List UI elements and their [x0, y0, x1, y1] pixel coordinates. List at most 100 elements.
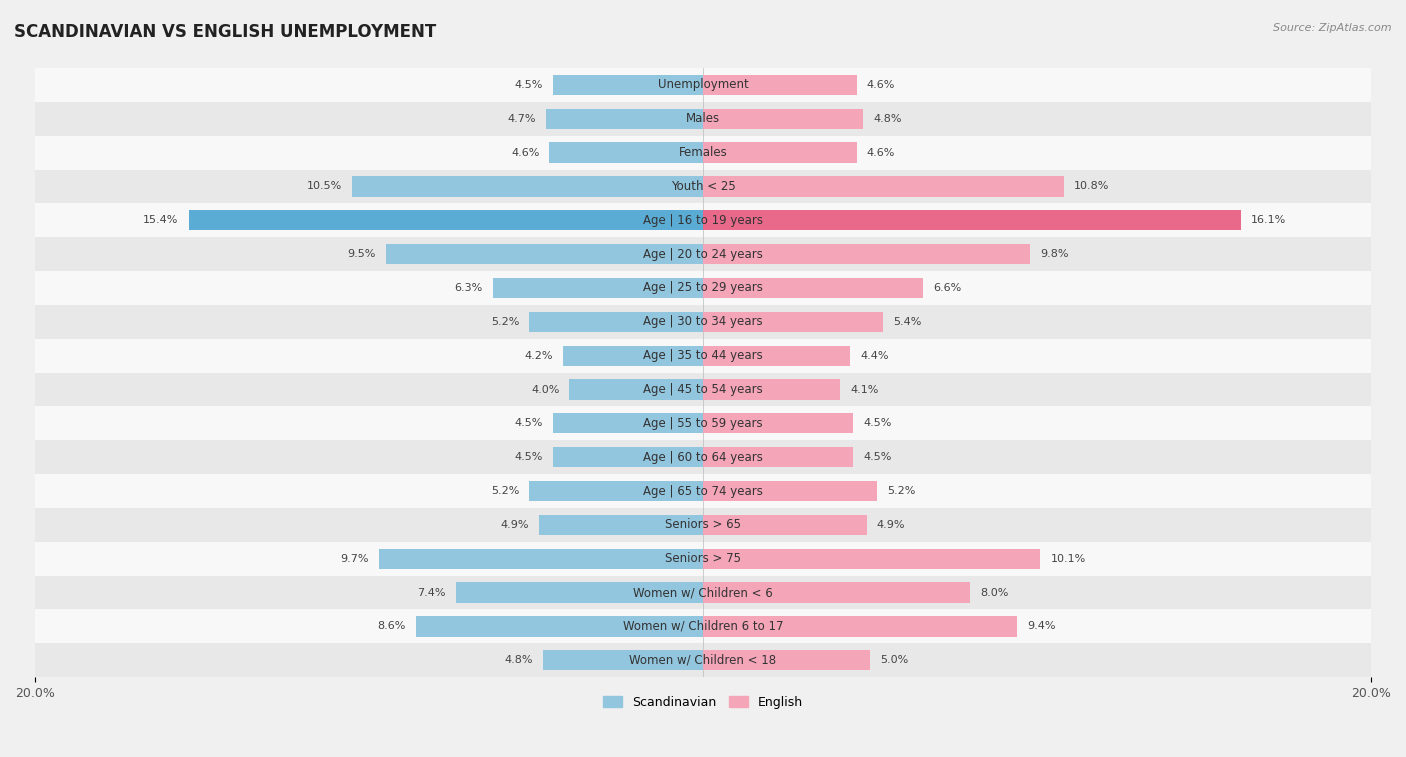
Text: 9.5%: 9.5%	[347, 249, 375, 259]
Text: 5.2%: 5.2%	[887, 486, 915, 496]
Text: Age | 60 to 64 years: Age | 60 to 64 years	[643, 450, 763, 464]
Text: 4.0%: 4.0%	[531, 385, 560, 394]
Bar	[540, 515, 703, 535]
Bar	[35, 441, 1371, 474]
Bar	[703, 549, 1040, 569]
Text: Seniors > 75: Seniors > 75	[665, 552, 741, 565]
Bar	[703, 312, 883, 332]
Bar	[703, 176, 1064, 197]
Bar	[35, 474, 1371, 508]
Text: 6.3%: 6.3%	[454, 283, 482, 293]
Bar	[188, 210, 703, 230]
Bar	[456, 582, 703, 603]
Text: 15.4%: 15.4%	[143, 215, 179, 226]
Text: 4.6%: 4.6%	[510, 148, 540, 157]
Text: 8.0%: 8.0%	[980, 587, 1008, 597]
Text: 5.4%: 5.4%	[893, 317, 922, 327]
Bar	[35, 542, 1371, 575]
Bar	[703, 413, 853, 434]
Text: 9.7%: 9.7%	[340, 553, 368, 564]
Text: 4.5%: 4.5%	[515, 419, 543, 428]
Bar	[35, 136, 1371, 170]
Bar	[35, 68, 1371, 102]
Text: SCANDINAVIAN VS ENGLISH UNEMPLOYMENT: SCANDINAVIAN VS ENGLISH UNEMPLOYMENT	[14, 23, 436, 41]
Bar	[35, 237, 1371, 271]
Bar	[380, 549, 703, 569]
Text: 4.5%: 4.5%	[515, 452, 543, 463]
Text: Females: Females	[679, 146, 727, 159]
Bar	[529, 312, 703, 332]
Legend: Scandinavian, English: Scandinavian, English	[599, 690, 807, 714]
Bar	[703, 515, 866, 535]
Bar	[492, 278, 703, 298]
Text: Women w/ Children 6 to 17: Women w/ Children 6 to 17	[623, 620, 783, 633]
Text: 4.8%: 4.8%	[505, 656, 533, 665]
Bar	[703, 142, 856, 163]
Bar	[703, 244, 1031, 264]
Text: Age | 20 to 24 years: Age | 20 to 24 years	[643, 248, 763, 260]
Bar	[703, 582, 970, 603]
Bar	[553, 75, 703, 95]
Bar	[35, 204, 1371, 237]
Bar	[35, 305, 1371, 338]
Bar	[353, 176, 703, 197]
Bar	[703, 447, 853, 467]
Text: Age | 65 to 74 years: Age | 65 to 74 years	[643, 484, 763, 497]
Text: 4.5%: 4.5%	[863, 419, 891, 428]
Bar	[703, 75, 856, 95]
Text: 10.8%: 10.8%	[1074, 182, 1109, 192]
Text: Age | 45 to 54 years: Age | 45 to 54 years	[643, 383, 763, 396]
Text: 4.5%: 4.5%	[863, 452, 891, 463]
Text: 4.1%: 4.1%	[851, 385, 879, 394]
Text: Age | 16 to 19 years: Age | 16 to 19 years	[643, 213, 763, 227]
Bar	[703, 108, 863, 129]
Text: 4.7%: 4.7%	[508, 114, 536, 123]
Bar	[543, 650, 703, 671]
Text: 6.6%: 6.6%	[934, 283, 962, 293]
Text: 4.2%: 4.2%	[524, 350, 553, 360]
Bar	[703, 345, 851, 366]
Text: 4.8%: 4.8%	[873, 114, 901, 123]
Text: 4.9%: 4.9%	[501, 520, 529, 530]
Text: 4.4%: 4.4%	[860, 350, 889, 360]
Bar	[703, 650, 870, 671]
Text: Males: Males	[686, 112, 720, 125]
Bar	[35, 170, 1371, 204]
Text: Source: ZipAtlas.com: Source: ZipAtlas.com	[1274, 23, 1392, 33]
Bar	[35, 271, 1371, 305]
Bar	[562, 345, 703, 366]
Text: 4.6%: 4.6%	[866, 148, 896, 157]
Bar	[569, 379, 703, 400]
Text: Age | 25 to 29 years: Age | 25 to 29 years	[643, 282, 763, 294]
Text: 8.6%: 8.6%	[377, 621, 406, 631]
Text: 10.1%: 10.1%	[1050, 553, 1085, 564]
Bar	[35, 609, 1371, 643]
Bar	[553, 447, 703, 467]
Bar	[35, 508, 1371, 542]
Bar	[416, 616, 703, 637]
Bar	[35, 372, 1371, 407]
Bar	[553, 413, 703, 434]
Bar	[529, 481, 703, 501]
Text: 10.5%: 10.5%	[307, 182, 342, 192]
Bar	[703, 481, 877, 501]
Text: Women w/ Children < 18: Women w/ Children < 18	[630, 654, 776, 667]
Bar	[35, 338, 1371, 372]
Text: 5.0%: 5.0%	[880, 656, 908, 665]
Bar	[703, 379, 839, 400]
Text: Age | 35 to 44 years: Age | 35 to 44 years	[643, 349, 763, 362]
Text: 7.4%: 7.4%	[418, 587, 446, 597]
Text: Youth < 25: Youth < 25	[671, 180, 735, 193]
Bar	[35, 102, 1371, 136]
Text: Seniors > 65: Seniors > 65	[665, 519, 741, 531]
Text: 5.2%: 5.2%	[491, 486, 519, 496]
Bar	[35, 643, 1371, 678]
Text: 9.8%: 9.8%	[1040, 249, 1069, 259]
Text: 9.4%: 9.4%	[1026, 621, 1056, 631]
Bar	[703, 278, 924, 298]
Text: Women w/ Children < 6: Women w/ Children < 6	[633, 586, 773, 599]
Bar	[546, 108, 703, 129]
Text: 5.2%: 5.2%	[491, 317, 519, 327]
Bar	[703, 616, 1017, 637]
Text: 4.9%: 4.9%	[877, 520, 905, 530]
